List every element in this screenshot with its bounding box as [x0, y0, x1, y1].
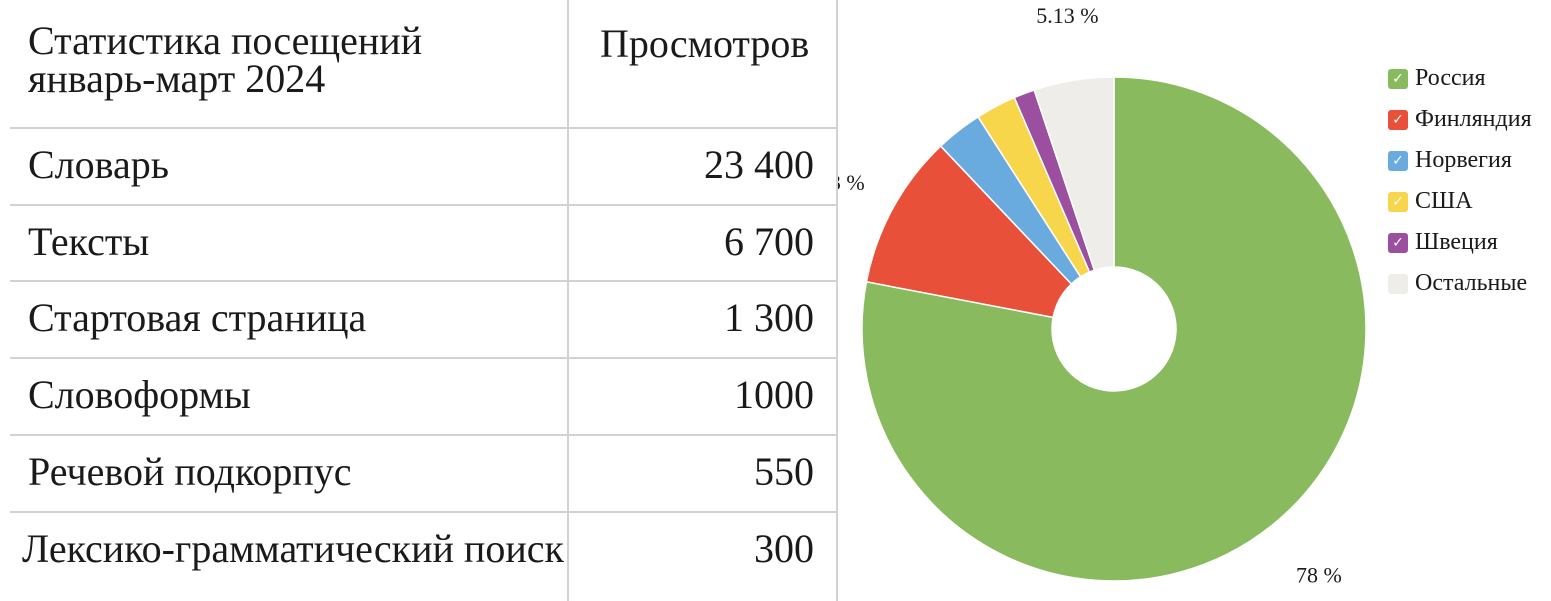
row-divider: [10, 127, 836, 129]
legend-item-4[interactable]: ✓ Швеция: [1388, 222, 1532, 263]
pie-data-label-2: 78 %: [1296, 562, 1342, 587]
legend-checkbox-icon[interactable]: ✓: [1388, 109, 1408, 130]
legend-label: Швеция: [1415, 229, 1498, 255]
row-label: Лексико-грамматический поиск: [22, 526, 564, 571]
legend-item-2[interactable]: ✓ Норвегия: [1388, 140, 1532, 181]
row-label: Словарь: [28, 142, 169, 187]
legend-item-5[interactable]: Остальные: [1388, 263, 1532, 304]
legend-checkbox-icon[interactable]: [1388, 273, 1408, 294]
legend-label: Остальные: [1415, 270, 1528, 296]
pie-slice-0: [861, 76, 1367, 582]
row-label: Речевой подкорпус: [28, 449, 352, 494]
legend-label: США: [1415, 188, 1473, 214]
pie-chart-area: 5.13 % 9.93 % 78 % ✓ Россия ✓ Финляндия ✓ Норве…: [838, 0, 1551, 601]
chart-legend: ✓ Россия ✓ Финляндия ✓ Норвегия ✓ США ✓ Швеция Ост…: [1388, 58, 1532, 304]
legend-item-3[interactable]: ✓ США: [1388, 181, 1532, 222]
table-header-views: Просмотров: [600, 21, 810, 66]
row-value: 300: [754, 526, 814, 571]
table-right-border: [836, 0, 838, 601]
row-value: 1000: [734, 372, 814, 417]
table-header-title: Статистика посещений январь-март 2024: [28, 18, 423, 101]
row-label: Стартовая страница: [28, 295, 367, 340]
pie-slice-1: [865, 144, 1073, 319]
pie-data-label-1: 9.93 %: [838, 170, 865, 195]
row-value: 1 300: [724, 295, 814, 340]
legend-checkbox-icon[interactable]: ✓: [1388, 232, 1408, 253]
legend-label: Россия: [1415, 65, 1486, 91]
row-divider: [10, 204, 836, 206]
legend-item-1[interactable]: ✓ Финляндия: [1388, 99, 1532, 140]
legend-label: Норвегия: [1415, 147, 1512, 173]
row-value: 6 700: [724, 219, 814, 264]
column-divider: [567, 0, 569, 601]
legend-checkbox-icon[interactable]: ✓: [1388, 68, 1408, 89]
legend-label: Финляндия: [1415, 106, 1532, 132]
pie-data-label-0: 5.13 %: [1036, 3, 1098, 28]
row-divider: [10, 357, 836, 359]
row-divider: [10, 280, 836, 282]
legend-checkbox-icon[interactable]: ✓: [1388, 191, 1408, 212]
legend-item-0[interactable]: ✓ Россия: [1388, 58, 1532, 99]
donut-chart: 5.13 % 9.93 % 78 %: [838, 3, 1367, 587]
row-value: 550: [754, 449, 814, 494]
row-label: Тексты: [28, 219, 150, 264]
row-label: Словоформы: [28, 372, 251, 417]
pie-slice-5: [1033, 76, 1115, 272]
row-divider: [10, 434, 836, 436]
row-divider: [10, 511, 836, 513]
stats-table: Статистика посещений январь-март 2024 Пр…: [10, 0, 838, 601]
legend-checkbox-icon[interactable]: ✓: [1388, 150, 1408, 171]
row-value: 23 400: [704, 142, 814, 187]
